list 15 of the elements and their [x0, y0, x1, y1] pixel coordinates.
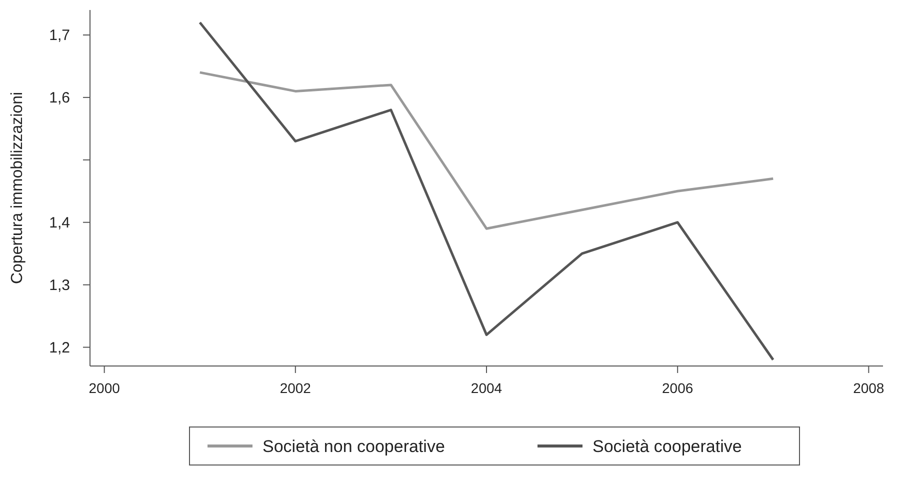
x-tick-label: 2004 — [470, 380, 502, 396]
y-axis-title: Copertura immobilizzazioni — [9, 92, 26, 284]
y-tick-label: 1,3 — [49, 277, 70, 294]
x-tick-label: 2006 — [662, 380, 694, 396]
x-tick-label: 2002 — [280, 380, 312, 396]
legend-label: Società cooperative — [592, 436, 742, 456]
x-tick-label: 2008 — [853, 380, 884, 396]
y-tick-label: 1,7 — [49, 27, 70, 44]
y-tick-label: 1,6 — [49, 90, 70, 107]
y-tick-label: 1,4 — [49, 214, 70, 232]
legend-label: Società non cooperative — [262, 436, 445, 456]
y-tick-label: 1,2 — [49, 340, 70, 357]
line-series — [198, 21, 774, 362]
line-series — [198, 71, 774, 230]
x-tick-label: 2000 — [88, 380, 120, 396]
